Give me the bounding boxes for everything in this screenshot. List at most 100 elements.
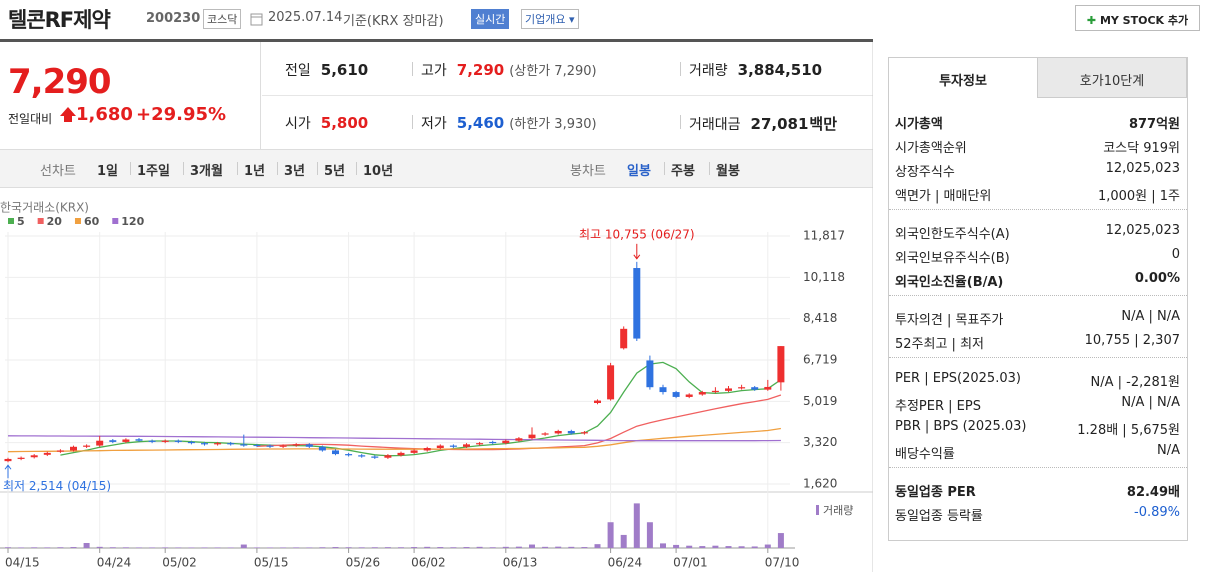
volume-bar — [83, 543, 90, 548]
candle-body — [476, 443, 484, 445]
info-value: 코스닥 919위 — [1103, 141, 1180, 156]
x-tick-label: 05/26 — [346, 556, 381, 570]
volume-bar — [358, 547, 365, 548]
candle-separator — [664, 162, 665, 175]
volume-bar — [450, 547, 457, 548]
volume-bar — [306, 547, 313, 548]
candle-option[interactable]: 주봉 — [671, 164, 695, 179]
y-tick-label: 6,719 — [803, 352, 837, 366]
info-value: N/A | -2,281원 — [1090, 375, 1180, 390]
y-tick-label: 3,320 — [803, 435, 837, 449]
quote-value: 5,800 — [320, 114, 369, 132]
period-option[interactable]: 10년 — [363, 164, 394, 179]
period-option[interactable]: 1년 — [244, 164, 266, 179]
current-price: 7,290 — [8, 62, 112, 102]
volume-legend-swatch — [816, 505, 819, 515]
section-divider — [889, 467, 1187, 468]
volume-bar — [175, 547, 182, 548]
volume-bar — [686, 545, 693, 548]
ma-legend-label: 120 — [121, 215, 144, 228]
candle-body — [554, 430, 562, 434]
quote-label: 고가 — [421, 63, 447, 79]
volume-bar — [5, 547, 11, 548]
volume-bar — [398, 547, 404, 548]
info-value: 877억원 — [1128, 117, 1180, 132]
candle-body — [528, 434, 536, 439]
quote-value: 7,290 — [456, 61, 505, 79]
volume-bar — [411, 547, 418, 548]
info-label: 배당수익률 — [895, 447, 955, 462]
mystock-button[interactable]: ✚ MY STOCK 추가 — [1075, 5, 1200, 31]
candle-body — [620, 328, 628, 349]
info-label: 외국인소진율(B/A) — [895, 275, 1004, 290]
period-separator — [183, 162, 184, 175]
candle-body — [43, 452, 51, 455]
quote-item: 거래대금 27,081백만 — [689, 113, 837, 134]
candle-body — [463, 444, 470, 447]
candle-body — [580, 432, 588, 434]
volume-bar — [712, 545, 719, 548]
candle-body — [240, 444, 248, 446]
candle-option[interactable]: 월봉 — [716, 164, 740, 179]
volume-bar — [515, 546, 522, 548]
x-tick-label: 05/02 — [162, 556, 197, 570]
candle-body — [633, 268, 641, 339]
candle-body — [751, 387, 759, 390]
candle-option[interactable]: 일봉 — [627, 164, 651, 179]
period-option[interactable]: 3년 — [284, 164, 306, 179]
candle-body — [646, 360, 654, 388]
stock-code: 200230 — [146, 11, 201, 26]
up-arrow-stem — [64, 116, 72, 122]
quote-item: 시가 5,800 — [285, 113, 368, 133]
quote-label: 거래대금 — [689, 117, 741, 133]
candle-body — [83, 445, 91, 447]
base-date: 2025.07.14 — [268, 10, 343, 25]
volume-label: 거래량 — [823, 504, 853, 517]
low-arrow-head — [4, 464, 12, 470]
company-button[interactable]: 기업개요 ▾ — [521, 9, 579, 29]
candle-label: 봉차트 — [570, 164, 606, 179]
volume-bar — [751, 546, 758, 548]
y-tick-label: 1,620 — [803, 477, 837, 491]
info-value: 12,025,023 — [1105, 223, 1180, 238]
period-option[interactable]: 1일 — [97, 164, 119, 179]
candle-body — [96, 440, 104, 446]
candle-body — [70, 446, 77, 451]
volume-bar — [542, 546, 549, 548]
candle-body — [502, 440, 510, 444]
volume-bar — [581, 547, 588, 548]
candle-body — [764, 386, 772, 390]
period-option[interactable]: 3개월 — [190, 164, 223, 179]
volume-bar — [214, 547, 221, 548]
candle-separator — [709, 162, 710, 175]
x-tick-label: 04/15 — [5, 556, 40, 570]
period-separator — [317, 162, 318, 175]
volume-bar — [44, 547, 51, 548]
info-tab[interactable]: 호가10단계 — [1037, 57, 1187, 98]
period-option[interactable]: 1주일 — [137, 164, 170, 179]
info-label: 시가총액 — [895, 117, 943, 132]
x-tick-label: 04/24 — [97, 556, 132, 570]
candle-body — [253, 445, 261, 447]
candle-body — [201, 443, 208, 445]
period-option[interactable]: 5년 — [324, 164, 346, 179]
quote-separator — [680, 62, 681, 76]
candle-body — [777, 346, 785, 383]
candle-body — [17, 457, 25, 459]
info-value: N/A | N/A — [1121, 395, 1180, 410]
x-tick-label: 06/02 — [411, 556, 446, 570]
candle-body — [384, 455, 392, 458]
volume-bar — [502, 546, 509, 548]
info-value: 0.00% — [1134, 271, 1180, 286]
volume-bar — [437, 547, 444, 548]
candle-body — [332, 450, 339, 455]
realtime-button[interactable]: 실시간 — [471, 9, 510, 29]
candle-body — [436, 445, 444, 449]
volume-bar — [18, 547, 25, 548]
info-tab[interactable]: 투자정보 — [888, 57, 1038, 98]
up-arrow — [60, 107, 76, 116]
info-label: 동일업종 PER — [895, 485, 976, 500]
info-value: 1.28배 | 5,675원 — [1077, 423, 1180, 438]
quote-item: 전일 5,610 — [285, 60, 368, 80]
